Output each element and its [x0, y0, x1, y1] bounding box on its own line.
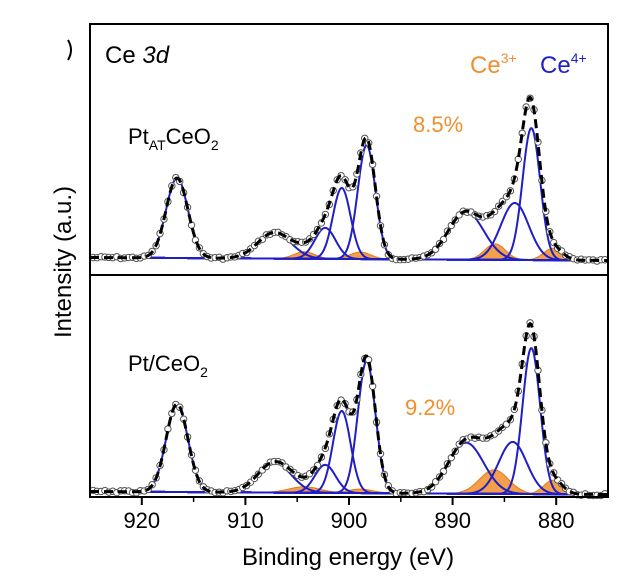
sample-label-top: PtATCeO2: [128, 124, 219, 153]
x-tick-label-900: 900: [331, 508, 368, 533]
chart-title: Ce 3d: [105, 42, 170, 69]
data-point: [514, 155, 522, 163]
ce3-percent-bottom: 9.2%: [405, 395, 455, 420]
sample-label-bottom: Pt/CeO2: [128, 351, 208, 380]
envelope-layer: [90, 95, 608, 496]
ce4-peak-1-7: [90, 347, 608, 496]
x-tick-label-890: 890: [434, 508, 471, 533]
x-tick-label-920: 920: [123, 508, 160, 533]
x-tick-label-880: 880: [538, 508, 575, 533]
ce4-line-layer: [90, 127, 608, 496]
envelope-fit-0: [90, 95, 608, 262]
ce3-percent-top: 8.5%: [413, 112, 463, 137]
ce4-peak-1-3: [90, 409, 608, 496]
x-tick-label-910: 910: [227, 508, 264, 533]
x-axis-label: Binding energy (eV): [242, 544, 454, 571]
legend-ce4: Ce4+: [540, 50, 587, 79]
legend-ce3: Ce3+: [470, 50, 517, 79]
panel-letter-fragment: [67, 39, 72, 61]
y-axis-label: Intensity (a.u.): [50, 186, 77, 338]
ce4-peak-0-6: [90, 201, 608, 262]
ce4-peak-0-7: [90, 127, 608, 262]
axes-layer: 920 910 900 890 880: [89, 23, 609, 533]
